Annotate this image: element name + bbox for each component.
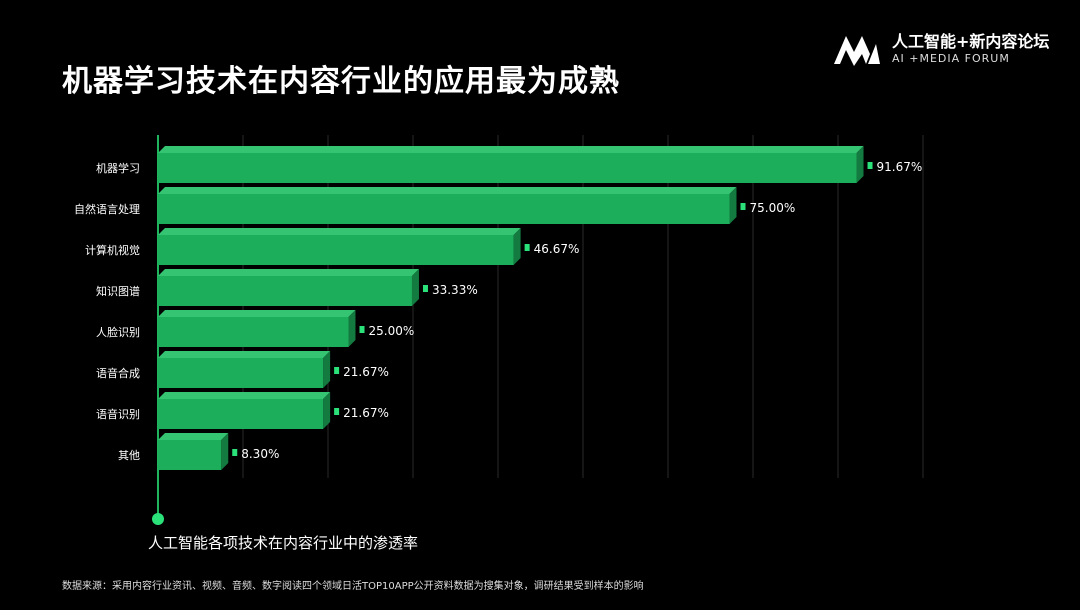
- chart-caption: 人工智能各项技术在内容行业中的渗透率: [148, 534, 419, 552]
- value-marker: [867, 162, 873, 169]
- bar-top-face: [158, 433, 229, 440]
- bar-side-face: [323, 392, 331, 429]
- bar-side-face: [348, 310, 356, 347]
- value-marker: [422, 285, 428, 292]
- value-label: 75.00%: [750, 201, 796, 215]
- category-label: 语音合成: [96, 366, 140, 380]
- value-label: 33.33%: [432, 283, 478, 297]
- bar-side-face: [221, 433, 229, 470]
- bar-side-face: [323, 351, 331, 388]
- ma-logo-icon: [834, 36, 880, 66]
- page-title: 机器学习技术在内容行业的应用最为成熟: [62, 64, 620, 99]
- bar-top-face: [158, 310, 356, 317]
- value-label: 21.67%: [343, 365, 389, 379]
- bar-top-face: [158, 351, 331, 358]
- bar: [158, 399, 324, 429]
- value-marker: [334, 367, 340, 374]
- bar-side-face: [729, 187, 737, 224]
- value-label: 25.00%: [369, 324, 415, 338]
- forum-logo: 人工智能+新内容论坛 AI +MEDIA FORUM: [832, 32, 1049, 66]
- bar-top-face: [158, 228, 521, 235]
- bar-side-face: [856, 146, 864, 183]
- bar: [158, 276, 412, 306]
- bar: [158, 235, 514, 265]
- bar: [158, 194, 730, 224]
- category-label: 语音识别: [96, 407, 140, 421]
- bar: [158, 440, 222, 470]
- value-label: 46.67%: [534, 242, 580, 256]
- category-label: 计算机视觉: [85, 243, 140, 257]
- value-marker: [232, 449, 238, 456]
- category-label: 自然语言处理: [74, 202, 140, 216]
- category-label: 人脸识别: [96, 325, 140, 339]
- bar-top-face: [158, 269, 419, 276]
- bar-side-face: [513, 228, 521, 265]
- bar-top-face: [158, 392, 331, 399]
- value-marker: [359, 326, 365, 333]
- logo-english-name: AI +MEDIA FORUM: [892, 52, 1010, 65]
- value-marker: [334, 408, 340, 415]
- value-marker: [740, 203, 746, 210]
- category-label: 机器学习: [96, 161, 140, 175]
- bar: [158, 358, 324, 388]
- bar: [158, 317, 349, 347]
- value-marker: [524, 244, 530, 251]
- value-label: 91.67%: [877, 160, 923, 174]
- axis-end-marker: [152, 513, 164, 525]
- bar-top-face: [158, 146, 864, 153]
- category-label: 其他: [118, 449, 140, 462]
- value-label: 21.67%: [343, 406, 389, 420]
- value-label: 8.30%: [241, 447, 279, 461]
- bar: [158, 153, 857, 183]
- data-source-note: 数据来源：采用内容行业资讯、视频、音频、数字阅读四个领域日活TOP10APP公开…: [62, 581, 644, 592]
- category-label: 知识图谱: [96, 284, 140, 298]
- bar-side-face: [411, 269, 419, 306]
- logo-chinese-name: 人工智能+新内容论坛: [892, 32, 1050, 51]
- bar-top-face: [158, 187, 737, 194]
